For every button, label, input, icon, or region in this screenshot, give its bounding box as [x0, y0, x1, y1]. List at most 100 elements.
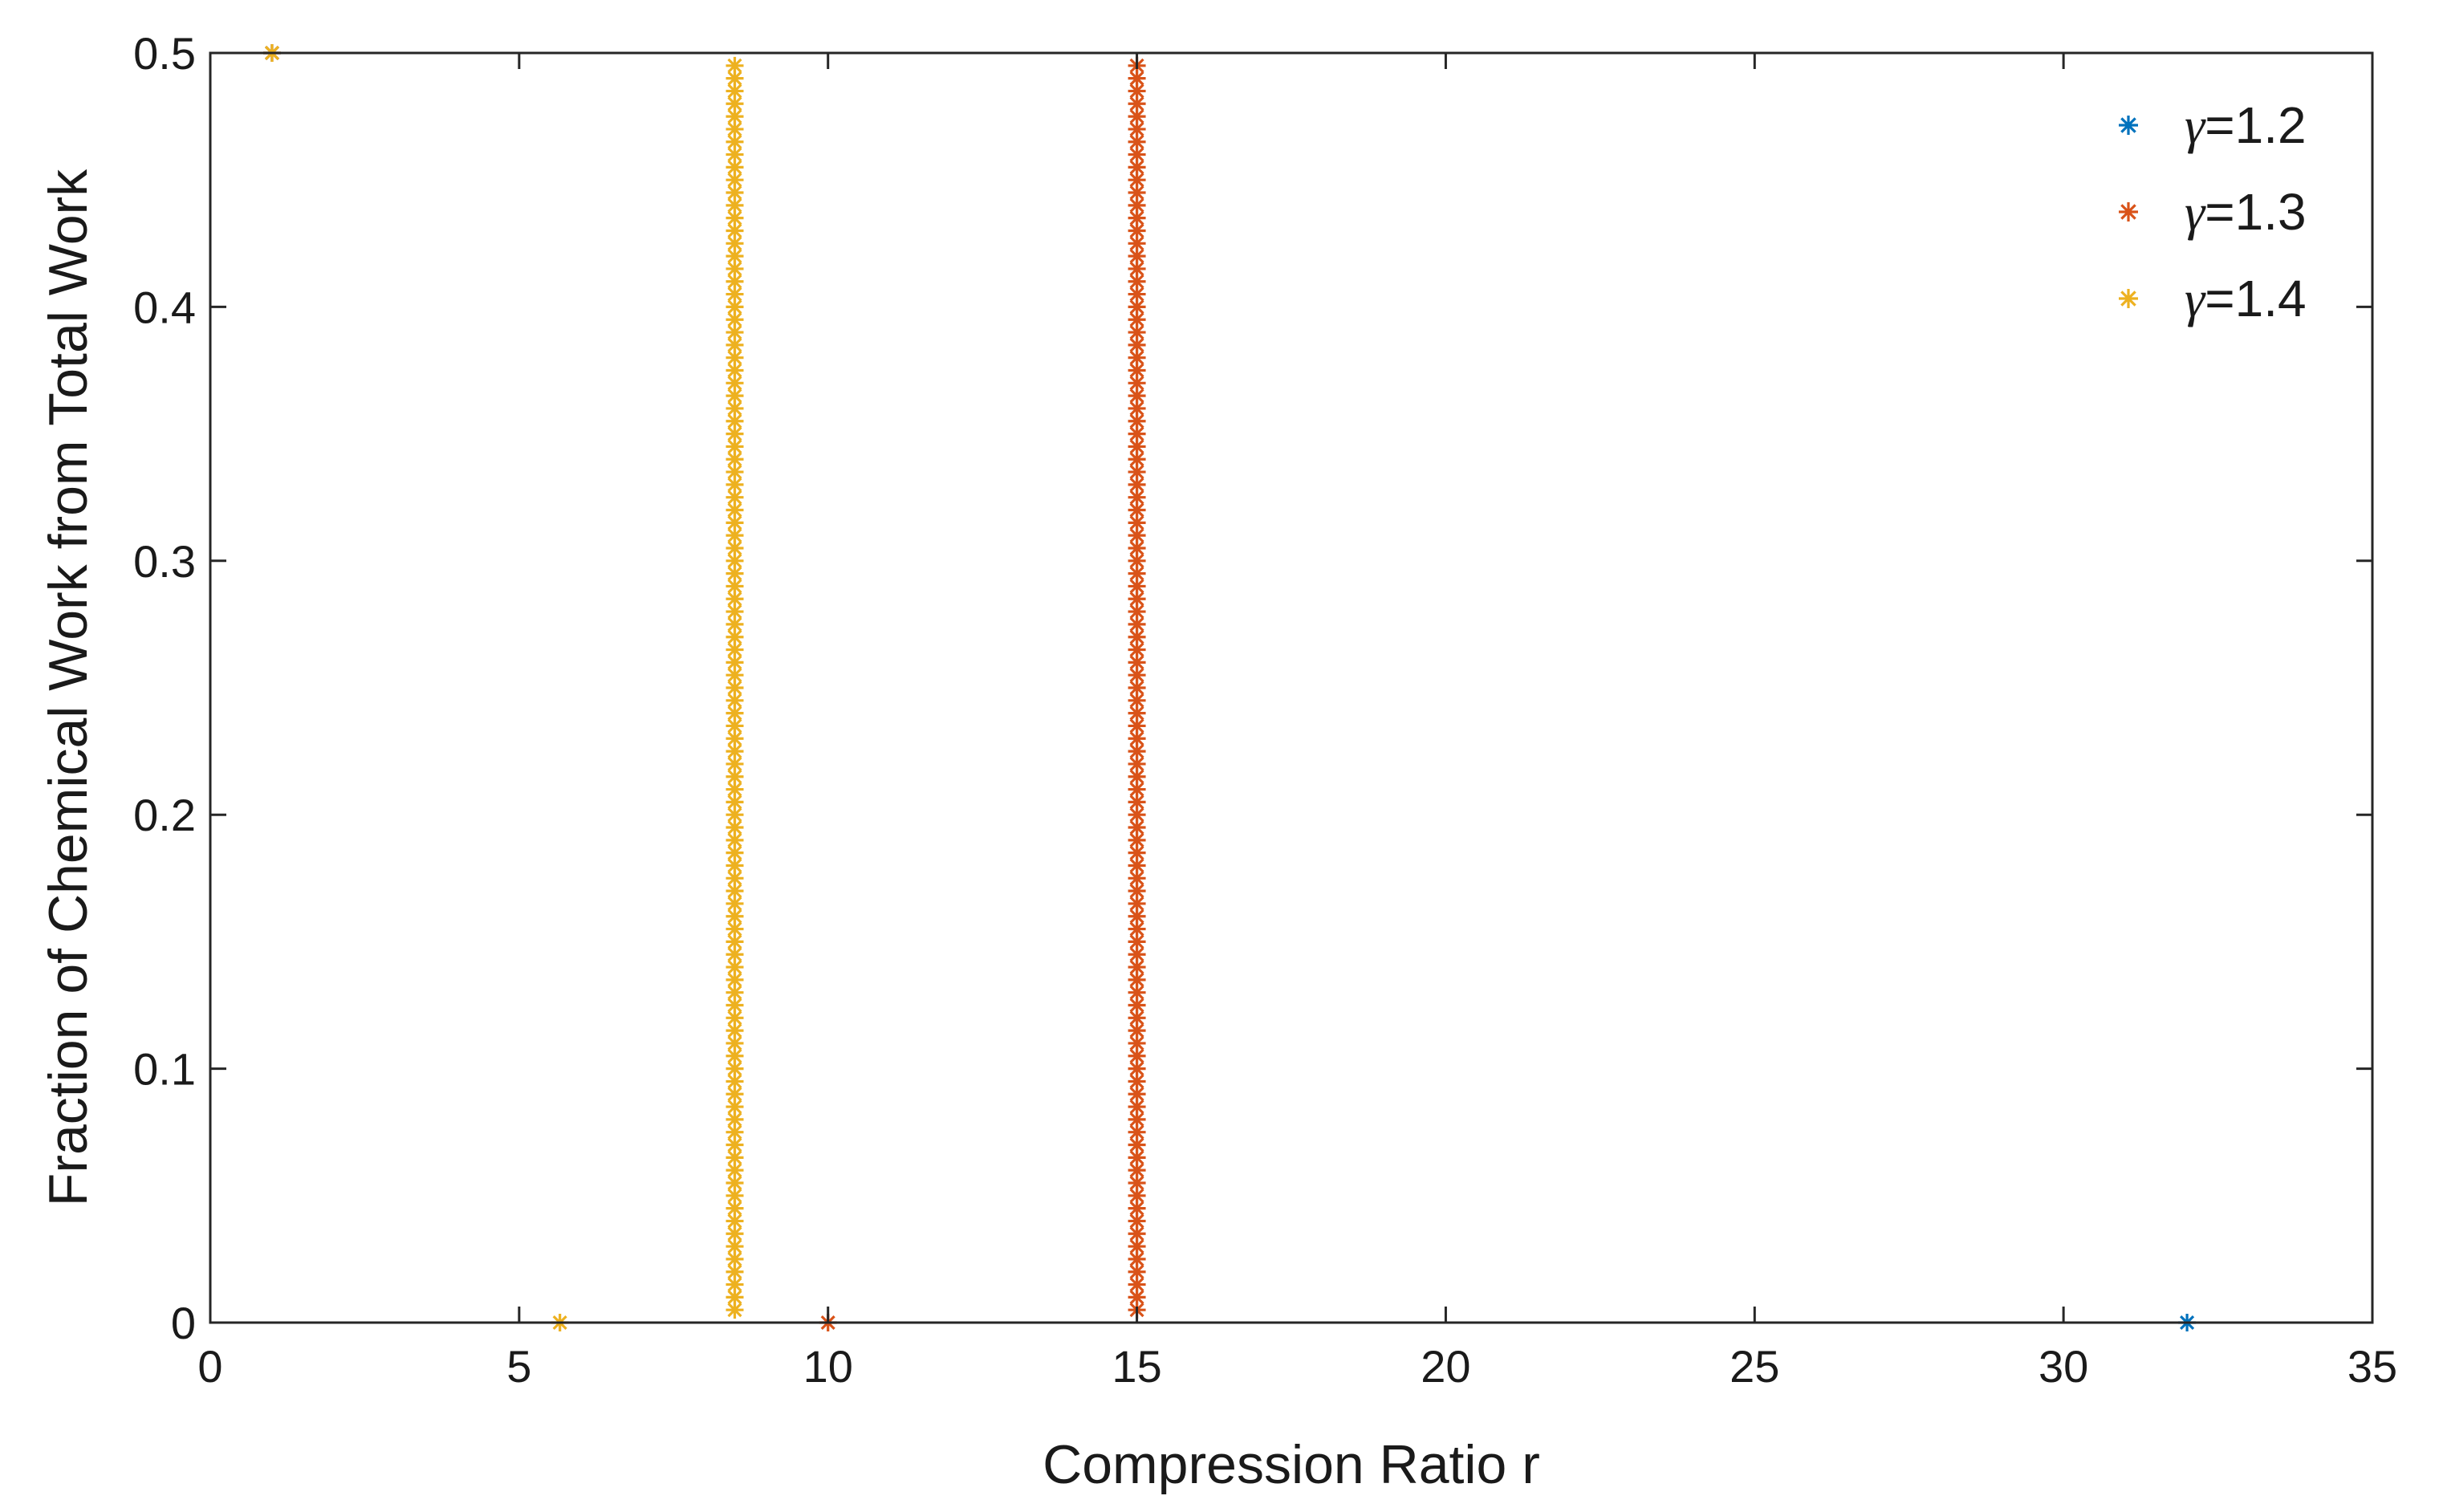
- series-point: [726, 1262, 744, 1281]
- legend-marker: [2119, 202, 2138, 222]
- series-point: [1128, 450, 1146, 469]
- series-point: [1128, 222, 1146, 240]
- series-point: [1128, 933, 1146, 951]
- series-point: [726, 590, 744, 608]
- series-point: [726, 463, 744, 482]
- series-point: [726, 158, 744, 177]
- series-point: [726, 1123, 744, 1141]
- series-point: [1128, 412, 1146, 430]
- legend-item[interactable]: γ=1.4: [2119, 270, 2307, 327]
- series-point: [1128, 387, 1146, 405]
- series-point: [726, 272, 744, 291]
- series-point: [726, 754, 744, 773]
- series-point: [1128, 259, 1146, 278]
- series-point: [726, 996, 744, 1014]
- series-point: [1128, 1110, 1146, 1128]
- series-point: [726, 222, 744, 240]
- series-point: [1128, 335, 1146, 354]
- series-point: [1128, 82, 1146, 100]
- series-point: [1128, 615, 1146, 633]
- series-point: [726, 1288, 744, 1307]
- series-point: [1128, 285, 1146, 303]
- series-point: [1128, 1059, 1146, 1078]
- series-point: [1128, 399, 1146, 417]
- series-point: [726, 780, 744, 799]
- series-point: [1128, 247, 1146, 266]
- series-point: [726, 717, 744, 735]
- series-point: [1128, 730, 1146, 748]
- x-axis-title: Compression Ratio r: [1043, 1434, 1540, 1495]
- series-point: [726, 793, 744, 811]
- series-point: [1128, 856, 1146, 875]
- series-point: [726, 628, 744, 646]
- series-point: [726, 1161, 744, 1180]
- series-point: [726, 970, 744, 989]
- series-point: [726, 69, 744, 87]
- series-point: [726, 108, 744, 126]
- series-point: [726, 1148, 744, 1167]
- series-point: [726, 564, 744, 583]
- series-point: [1128, 882, 1146, 900]
- series-point: [1128, 196, 1146, 214]
- series-point: [726, 640, 744, 659]
- series-point: [1128, 754, 1146, 773]
- series-point: [726, 361, 744, 380]
- series-point: [1128, 806, 1146, 824]
- legend-symbol: γ: [2185, 184, 2206, 241]
- series-point: [1128, 539, 1146, 557]
- series-point: [726, 843, 744, 862]
- series-point: [726, 1250, 744, 1268]
- series-point: [1128, 234, 1146, 253]
- series-point: [1128, 1225, 1146, 1243]
- series-point: [1128, 704, 1146, 722]
- series-point: [726, 907, 744, 925]
- series-point: [1128, 640, 1146, 659]
- series-point: [1128, 1098, 1146, 1116]
- legend-value: =1.3: [2205, 183, 2306, 241]
- series-point: [1128, 590, 1146, 608]
- series-point: [1128, 514, 1146, 532]
- y-tick-label: 0.1: [133, 1044, 196, 1095]
- series-point: [726, 437, 744, 456]
- legend-label: γ=1.3: [2185, 183, 2307, 241]
- series-point: [726, 298, 744, 316]
- x-tick-label: 35: [2347, 1341, 2397, 1392]
- series-point: [1128, 1022, 1146, 1040]
- series-point: [1128, 970, 1146, 989]
- series-point: [726, 615, 744, 633]
- x-tick-label: 20: [1421, 1341, 1470, 1392]
- series-1-3: [262, 44, 1146, 1331]
- series-point: [726, 387, 744, 405]
- legend-item[interactable]: γ=1.2: [2119, 96, 2307, 154]
- series-point: [726, 894, 744, 912]
- legend-item[interactable]: γ=1.3: [2119, 183, 2307, 241]
- series-point: [726, 475, 744, 494]
- series-point: [726, 1098, 744, 1116]
- series-point: [1128, 120, 1146, 138]
- series-point: [1128, 1085, 1146, 1104]
- tick-layer: 0 5 10 15 20 25 30 35 0 0.1 0.2 0.3 0.4 0.5: [133, 28, 2397, 1392]
- series-point: [1128, 628, 1146, 646]
- legend[interactable]: γ=1.2γ=1.3γ=1.4: [2119, 96, 2307, 327]
- series-point: [726, 132, 744, 151]
- legend-label: γ=1.4: [2185, 270, 2307, 327]
- series-point: [1128, 475, 1146, 494]
- legend-symbol: γ: [2185, 97, 2206, 154]
- series-point: [1128, 171, 1146, 189]
- series-point: [726, 539, 744, 557]
- legend-marker: [2119, 116, 2138, 135]
- series-point: [726, 730, 744, 748]
- series-point: [726, 882, 744, 900]
- series-point: [726, 742, 744, 761]
- x-tick-label: 10: [803, 1341, 853, 1392]
- series-point: [1128, 691, 1146, 709]
- series-point: [726, 1022, 744, 1040]
- series-point: [726, 551, 744, 570]
- series-point: [726, 653, 744, 672]
- series-point: [1128, 95, 1146, 113]
- series-point: [726, 56, 744, 75]
- series-point: [726, 691, 744, 709]
- series-point: [726, 920, 744, 938]
- series-point: [1128, 298, 1146, 316]
